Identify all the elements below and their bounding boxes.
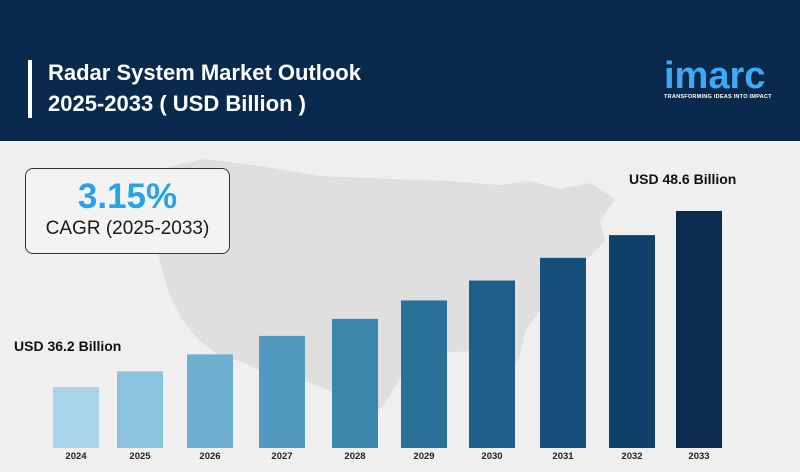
x-tick-label-2031: 2031 [552,451,574,462]
x-tick-label-2024: 2024 [65,451,87,462]
bar-2032 [609,235,655,448]
header-banner: Radar System Market Outlook 2025-2033 ( … [0,0,800,141]
bar-2028 [332,318,378,448]
bar-2029 [401,300,447,448]
x-tick-label-2027: 2027 [271,451,292,462]
title-line-2: 2025-2033 ( USD Billion ) [48,91,306,116]
x-tick-label-2030: 2030 [481,451,502,462]
last-value-annotation: USD 48.6 Billion [629,171,737,187]
cagr-callout: 3.15% CAGR (2025-2033) [25,168,230,254]
first-value-annotation: USD 36.2 Billion [14,338,122,354]
x-tick-label-2025: 2025 [129,451,151,462]
imarc-logo: imarc TRANSFORMING IDEAS INTO IMPACT [664,57,774,100]
page-title: Radar System Market Outlook 2025-2033 ( … [48,57,361,119]
logo-wordmark: imarc [664,55,766,97]
x-tick-label-2032: 2032 [621,451,642,462]
bar-2026 [187,354,233,448]
title-line-1: Radar System Market Outlook [48,60,361,85]
x-tick-label-2026: 2026 [199,451,220,462]
x-tick-label-2028: 2028 [344,451,365,462]
cagr-value: 3.15% [77,177,178,216]
x-tick-label-2033: 2033 [688,451,709,462]
title-accent-bar [28,60,32,118]
cagr-label: CAGR (2025-2033) [45,218,210,239]
bar-2024 [53,387,99,448]
logo-tagline: TRANSFORMING IDEAS INTO IMPACT [664,94,772,100]
bar-2025 [117,371,163,448]
bar-2031 [540,257,586,448]
bar-2030 [469,280,515,448]
x-tick-label-2029: 2029 [413,451,434,462]
bar-2027 [259,335,305,448]
bar-2033 [676,211,722,448]
